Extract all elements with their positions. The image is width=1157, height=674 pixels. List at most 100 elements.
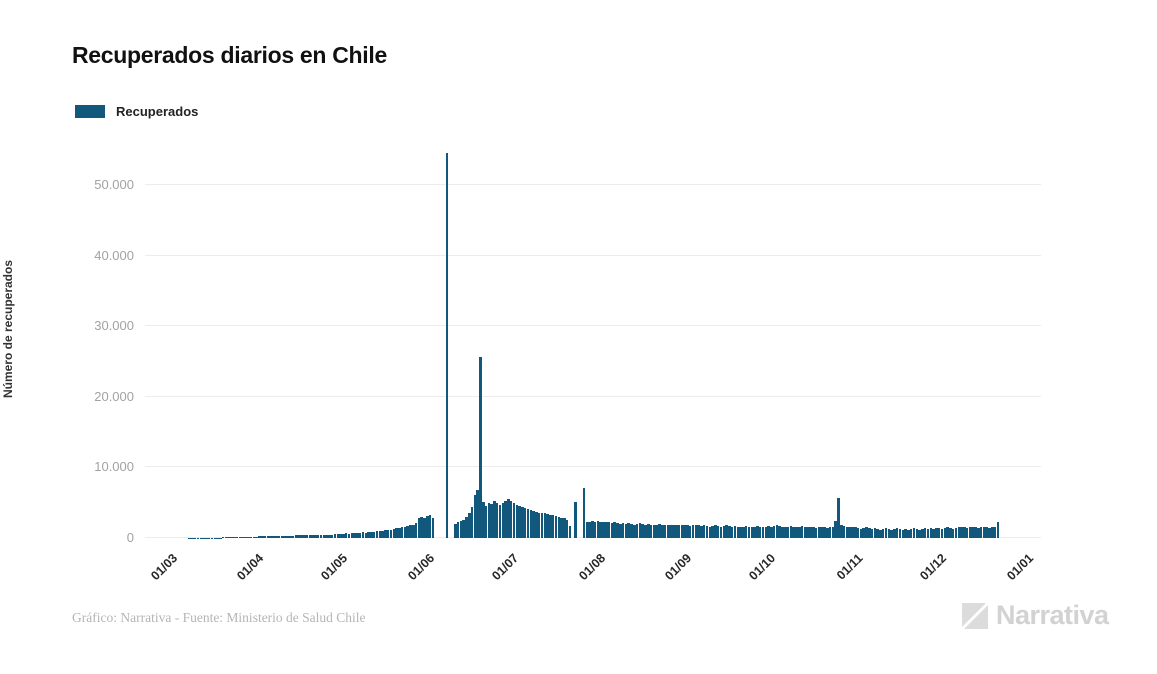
bar [431, 517, 435, 538]
bar [683, 524, 686, 538]
bar [356, 533, 359, 538]
bar [549, 514, 552, 538]
bar [535, 511, 538, 538]
bar [350, 533, 354, 538]
bar [540, 513, 544, 538]
bar [840, 525, 843, 538]
bar [753, 526, 756, 538]
bar [649, 524, 653, 538]
bar [926, 528, 930, 538]
bar [605, 521, 608, 538]
bar [395, 528, 398, 538]
bar [490, 504, 493, 538]
gridline-10.000 [145, 466, 1041, 468]
bar [563, 518, 566, 538]
bar [761, 527, 765, 538]
bar [677, 524, 681, 538]
bar [473, 494, 477, 538]
bar [954, 528, 958, 538]
bar [826, 528, 829, 538]
bar [398, 528, 401, 538]
bar [454, 523, 457, 538]
bar [806, 527, 809, 538]
bar [719, 526, 723, 538]
bar [364, 532, 368, 538]
bar [848, 527, 851, 538]
bar [361, 532, 365, 538]
bar [560, 517, 563, 538]
bar [347, 533, 351, 538]
bar [923, 528, 927, 538]
bar [669, 525, 672, 538]
bar [249, 536, 253, 538]
bar [772, 526, 776, 538]
bar [943, 528, 947, 538]
bar [322, 534, 326, 538]
chart-title: Recuperados diarios en Chile [72, 42, 387, 68]
bar [691, 525, 695, 538]
bar [887, 528, 891, 538]
bar [384, 530, 387, 538]
bar [275, 535, 278, 538]
bar [585, 521, 588, 538]
bar [733, 526, 737, 538]
bar [495, 503, 499, 538]
narrativa-logo-icon [962, 602, 988, 629]
bar [837, 498, 840, 538]
bar [940, 528, 944, 538]
bar [501, 502, 505, 538]
x-tick-label: 01/11 [833, 551, 866, 583]
bar [834, 521, 837, 538]
bar [543, 513, 547, 538]
bar [465, 516, 468, 538]
bar [509, 501, 513, 538]
bar [675, 525, 678, 538]
bar [739, 527, 742, 538]
bar [482, 502, 485, 538]
bar [241, 536, 244, 538]
bar [325, 534, 328, 538]
bar [988, 528, 991, 538]
bar [792, 526, 795, 538]
bar [610, 523, 614, 538]
bar [263, 536, 267, 538]
bar [845, 526, 849, 538]
bar [666, 524, 670, 538]
bar [803, 526, 807, 538]
bar [630, 523, 633, 538]
bar [319, 534, 323, 538]
x-tick-label: 01/12 [917, 551, 950, 584]
bar [428, 515, 432, 538]
bar [946, 527, 949, 538]
bar [949, 528, 952, 538]
bar [817, 527, 821, 538]
bar [258, 536, 261, 538]
bar [784, 527, 787, 538]
bar [823, 527, 826, 538]
bar [409, 525, 412, 538]
bar [641, 523, 644, 538]
narrativa-logo-text: Narrativa [996, 600, 1109, 630]
bar [294, 535, 298, 538]
bar [870, 528, 874, 538]
x-tick-label: 01/09 [662, 551, 695, 584]
bar [498, 504, 502, 538]
bar [663, 525, 667, 538]
bar [557, 516, 561, 538]
bar [722, 526, 726, 538]
bar [644, 524, 647, 538]
bar [904, 528, 907, 538]
bar [627, 523, 630, 538]
bar [303, 535, 306, 538]
bar [879, 529, 882, 538]
bar [462, 519, 465, 538]
bar [890, 529, 893, 538]
bar [982, 526, 986, 538]
bar [750, 527, 754, 538]
legend: Recuperados [75, 104, 198, 119]
bar [957, 527, 960, 538]
gridline-30.000 [145, 325, 1041, 327]
bar [652, 525, 656, 538]
bar [868, 528, 871, 538]
